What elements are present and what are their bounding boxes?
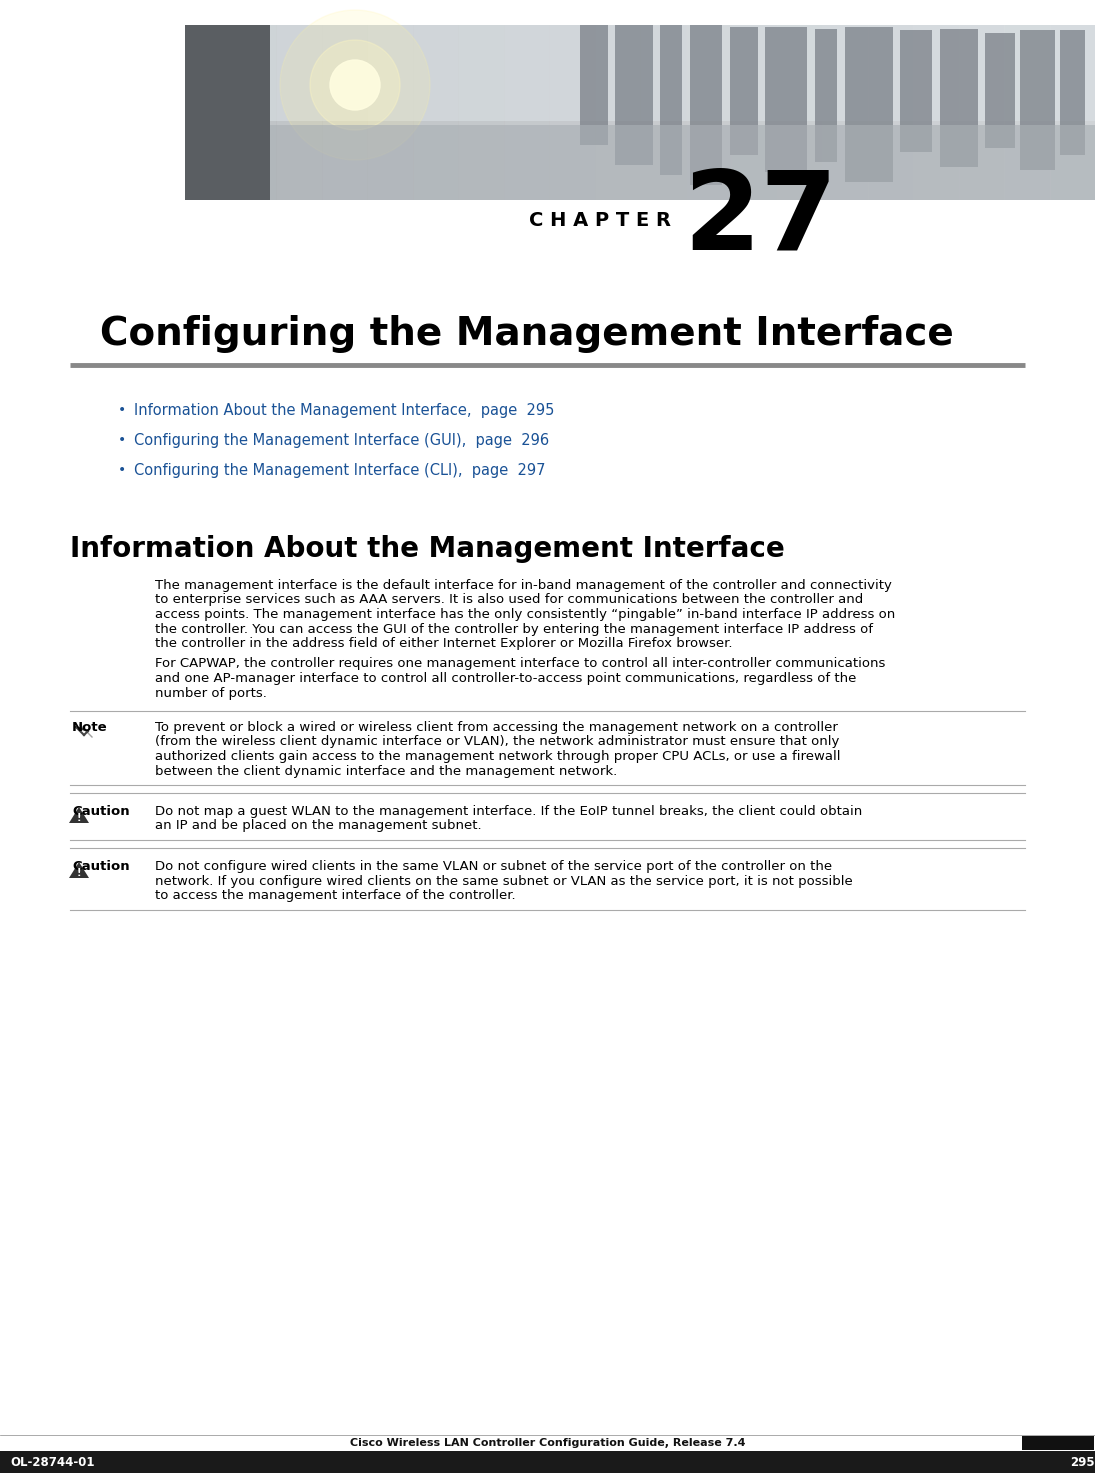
Text: network. If you configure wired clients on the same subnet or VLAN as the servic: network. If you configure wired clients … (155, 875, 853, 888)
Text: the controller. You can access the GUI of the controller by entering the managem: the controller. You can access the GUI o… (155, 623, 873, 635)
Bar (185, 25, 231, 200)
Bar (776, 25, 823, 200)
Text: To prevent or block a wired or wireless client from accessing the management net: To prevent or block a wired or wireless … (155, 720, 838, 734)
Bar (185, 25, 270, 200)
Bar (270, 125, 1095, 200)
Bar (504, 25, 550, 200)
Bar (765, 27, 807, 172)
Bar (940, 29, 978, 166)
Text: The management interface is the default interface for in-band management of the : The management interface is the default … (155, 579, 891, 592)
Text: 27: 27 (683, 166, 838, 273)
Text: OL-28744-01: OL-28744-01 (10, 1455, 94, 1469)
Text: Do not configure wired clients in the same VLAN or subnet of the service port of: Do not configure wired clients in the sa… (155, 860, 832, 873)
Bar (660, 25, 682, 175)
Bar (549, 25, 596, 200)
Text: number of ports.: number of ports. (155, 686, 267, 700)
Bar (185, 25, 1095, 121)
Text: 295: 295 (1070, 1455, 1094, 1469)
Bar (639, 25, 687, 200)
Text: Cisco Wireless LAN Controller Configuration Guide, Release 7.4: Cisco Wireless LAN Controller Configurat… (350, 1438, 746, 1448)
Text: Note: Note (72, 720, 107, 734)
Bar (958, 25, 1005, 200)
Bar (322, 25, 368, 200)
Bar (1049, 25, 1095, 200)
Bar (822, 25, 868, 200)
Text: •: • (118, 463, 126, 477)
Bar (1021, 29, 1054, 169)
Text: to access the management interface of the controller.: to access the management interface of th… (155, 890, 516, 901)
Text: !: ! (77, 813, 81, 823)
Bar (913, 25, 959, 200)
Bar (595, 25, 641, 200)
Text: Do not map a guest WLAN to the management interface. If the EoIP tunnel breaks, : Do not map a guest WLAN to the managemen… (155, 806, 862, 818)
Text: •: • (118, 404, 126, 417)
Bar (1004, 25, 1050, 200)
Bar (685, 25, 731, 200)
Text: Configuring the Management Interface (GUI),  page  296: Configuring the Management Interface (GU… (134, 433, 549, 448)
Text: Configuring the Management Interface: Configuring the Management Interface (100, 315, 954, 354)
Text: Information About the Management Interface,  page  295: Information About the Management Interfa… (134, 404, 554, 418)
Bar (986, 32, 1015, 147)
Bar (580, 25, 608, 144)
Bar (867, 25, 914, 200)
Bar (730, 27, 758, 155)
Circle shape (280, 10, 430, 161)
Text: Caution: Caution (72, 806, 129, 818)
Text: Configuring the Management Interface (CLI),  page  297: Configuring the Management Interface (CL… (134, 463, 545, 479)
Text: Caution: Caution (72, 860, 129, 873)
Circle shape (330, 60, 380, 110)
Bar (276, 25, 323, 200)
Bar (231, 25, 277, 200)
Bar (185, 25, 1095, 200)
Bar (690, 25, 722, 186)
Text: authorized clients gain access to the management network through proper CPU ACLs: authorized clients gain access to the ma… (155, 750, 841, 763)
Text: access points. The management interface has the only consistently “pingable” in-: access points. The management interface … (155, 608, 896, 622)
Bar (845, 27, 894, 183)
Bar (1022, 1436, 1094, 1449)
Text: an IP and be placed on the management subnet.: an IP and be placed on the management su… (155, 819, 482, 832)
Bar (731, 25, 777, 200)
Text: the controller in the address field of either Internet Explorer or Mozilla Firef: the controller in the address field of e… (155, 636, 733, 650)
Text: For CAPWAP, the controller requires one management interface to control all inte: For CAPWAP, the controller requires one … (155, 657, 886, 670)
Text: (from the wireless client dynamic interface or VLAN), the network administrator : (from the wireless client dynamic interf… (155, 735, 840, 748)
Text: between the client dynamic interface and the management network.: between the client dynamic interface and… (155, 764, 618, 778)
Circle shape (310, 40, 400, 130)
Text: Information About the Management Interface: Information About the Management Interfa… (70, 535, 785, 563)
Bar (367, 25, 414, 200)
Polygon shape (69, 807, 89, 823)
Bar (900, 29, 932, 152)
Bar (615, 25, 653, 165)
Text: to enterprise services such as AAA servers. It is also used for communications b: to enterprise services such as AAA serve… (155, 594, 863, 607)
Polygon shape (69, 862, 89, 878)
Bar (815, 29, 837, 162)
Bar (0, 1451, 1095, 1473)
Text: !: ! (77, 868, 81, 878)
Bar (1060, 29, 1085, 155)
Text: and one AP-manager interface to control all controller-to-access point communica: and one AP-manager interface to control … (155, 672, 856, 685)
Text: •: • (118, 433, 126, 446)
Bar (413, 25, 459, 200)
Bar (458, 25, 505, 200)
Text: C H A P T E R: C H A P T E R (529, 211, 671, 230)
